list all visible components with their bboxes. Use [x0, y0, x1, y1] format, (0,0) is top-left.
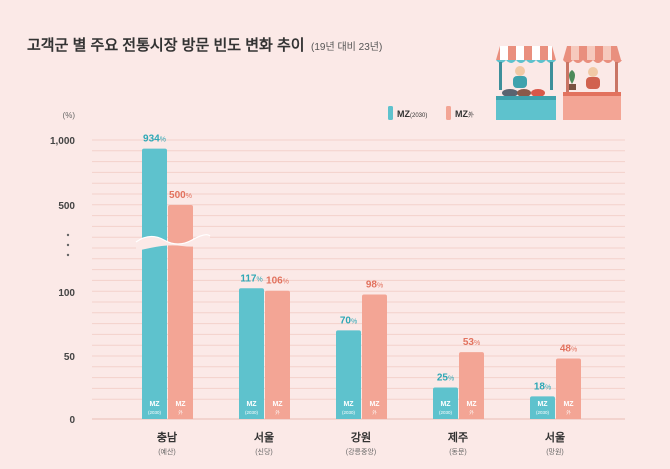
data-label: 106% — [266, 276, 289, 287]
bar-inner-sublabel: (2030) — [439, 410, 453, 415]
bar-inner-label: MZ — [272, 401, 283, 408]
data-label: 70% — [340, 315, 357, 326]
bar-inner-label: MZ — [343, 401, 354, 408]
bar-inner-sublabel: 外 — [469, 409, 474, 416]
bar — [168, 205, 193, 419]
chart-title-block: 고객군 별 주요 전통시장 방문 빈도 변화 추이 (19년 대비 23년) — [27, 34, 382, 55]
category-label: 서울 — [545, 430, 565, 444]
bar-inner-label: MZ — [369, 401, 380, 408]
category-label: 충남 — [157, 430, 177, 444]
bar-inner-label: MZ — [537, 401, 548, 408]
category-sublabel: (강릉중앙) — [346, 447, 376, 456]
y-tick-label: 1,000 — [50, 136, 75, 147]
bar — [433, 387, 458, 419]
stall-teal-icon — [496, 46, 556, 120]
y-tick-label: 0 — [69, 415, 75, 426]
data-label: 48% — [560, 344, 577, 355]
data-label: 117% — [240, 273, 262, 284]
category-sublabel: (망원) — [546, 447, 564, 456]
bar — [556, 358, 581, 419]
chart-title: 고객군 별 주요 전통시장 방문 빈도 변화 추이 — [27, 37, 305, 54]
chart-subtitle: (19년 대비 23년) — [311, 42, 383, 53]
bar — [336, 330, 361, 419]
legend-swatch — [388, 106, 393, 120]
category-label: 강원 — [351, 430, 371, 444]
data-label: 98% — [366, 280, 383, 291]
data-label: 934% — [143, 134, 166, 145]
bar — [362, 294, 387, 419]
bar — [530, 396, 555, 419]
y-tick-label: 100 — [58, 288, 75, 299]
y-axis-break-dot — [66, 243, 70, 247]
category-sublabel: (예산) — [158, 447, 176, 456]
legend-swatch — [446, 106, 451, 120]
bar-inner-sublabel: (2030) — [536, 410, 550, 415]
bar-inner-sublabel: 外 — [372, 409, 377, 416]
legend-label: MZ外 — [455, 109, 474, 119]
axis-break-wave — [135, 234, 210, 251]
axis-break-wave-line — [135, 234, 211, 245]
bar-inner-sublabel: (2030) — [245, 410, 259, 415]
y-tick-label: 50 — [64, 352, 76, 363]
bar-inner-label: MZ — [149, 401, 160, 408]
y-axis-unit: (%) — [63, 111, 76, 120]
bar-inner-label: MZ — [563, 401, 574, 408]
y-axis-break-dot — [66, 233, 70, 237]
bar-inner-sublabel: (2030) — [148, 410, 162, 415]
bar-inner-label: MZ — [175, 401, 186, 408]
bar — [459, 352, 484, 419]
category-sublabel: (신당) — [255, 447, 273, 456]
bar — [265, 290, 290, 419]
bar-inner-sublabel: (2030) — [342, 410, 356, 415]
bar-inner-label: MZ — [440, 401, 451, 408]
bar — [142, 148, 167, 419]
legend-label: MZ(2030) — [397, 109, 427, 119]
data-label: 53% — [463, 337, 480, 348]
stall-pink-icon — [563, 46, 622, 120]
category-label: 제주 — [448, 430, 468, 444]
bar-inner-label: MZ — [246, 401, 257, 408]
data-label: 500% — [169, 190, 192, 201]
bar-inner-label: MZ — [466, 401, 477, 408]
y-axis-break-dot — [66, 253, 70, 257]
bar-inner-sublabel: 外 — [178, 409, 183, 416]
bar-inner-sublabel: 外 — [275, 409, 280, 416]
data-label: 25% — [437, 373, 454, 384]
bar — [239, 288, 264, 419]
data-label: 18% — [534, 381, 551, 392]
y-tick-label: 500 — [58, 201, 75, 212]
category-sublabel: (동문) — [449, 448, 467, 456]
category-label: 서울 — [254, 430, 274, 444]
bar-inner-sublabel: 外 — [566, 409, 571, 416]
